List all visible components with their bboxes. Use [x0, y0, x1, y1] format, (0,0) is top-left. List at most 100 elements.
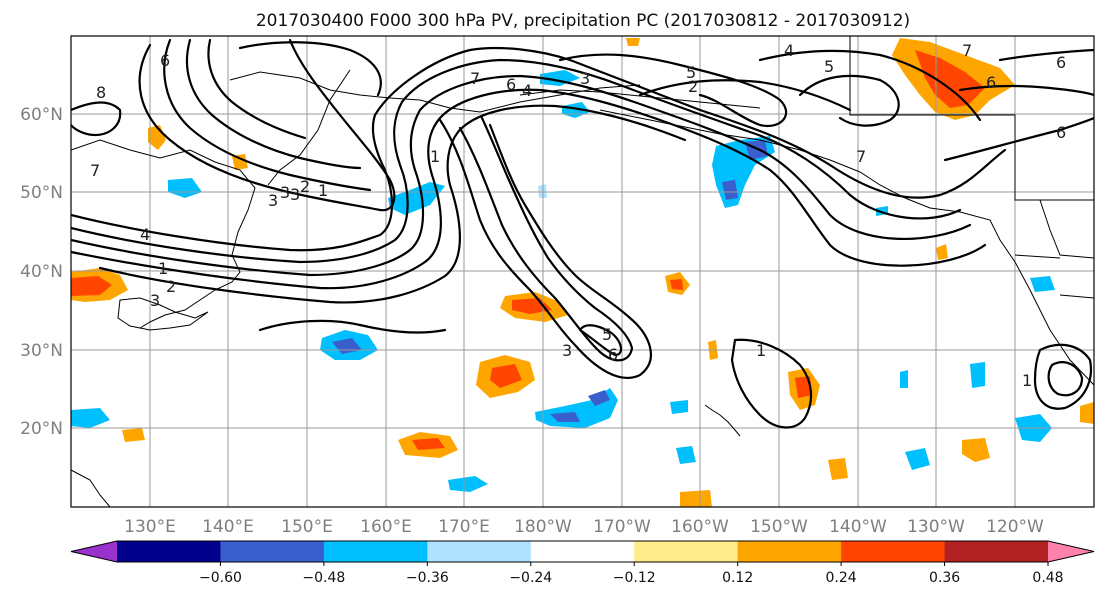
lat-label: 30°N	[20, 341, 63, 361]
precip-neg-16	[900, 370, 908, 388]
contour-label: 1	[756, 341, 766, 360]
contour-labels: 6 8 7 4 2 3 1 3 3 2 1 3 7 6 4 3 2 5 7 4	[90, 41, 1066, 390]
contour-19	[958, 84, 1094, 97]
lon-label: 130°E	[124, 517, 176, 537]
colorbar-tick-label: 0.36	[929, 570, 960, 586]
coast-japan	[117, 297, 209, 331]
contour-label: 7	[856, 147, 866, 166]
precip-pos-10	[232, 154, 248, 170]
precip-pos-5-core	[670, 279, 683, 290]
precip-pos-4-core	[795, 376, 812, 398]
contour-label: 3	[290, 185, 300, 204]
pv-contours	[71, 38, 1094, 429]
contour-label: 1	[430, 147, 440, 166]
precip-pos-7	[962, 438, 990, 462]
contour-24	[71, 101, 122, 137]
contour-18	[943, 116, 1094, 162]
precip-neg-1-core	[550, 412, 580, 422]
contour-21	[730, 338, 813, 429]
coast-philippines	[71, 469, 111, 507]
precip-pos-11	[122, 428, 145, 442]
precip-neg-4-core	[722, 180, 738, 200]
lon-label: 150°E	[281, 517, 333, 537]
contour-label: 3	[268, 191, 278, 210]
precip-pos-3-core	[412, 438, 445, 450]
lon-label: 120°W	[986, 517, 1044, 537]
colorbar-box	[841, 541, 946, 562]
contour-label: 7	[470, 69, 480, 88]
colorbar-extend-min	[71, 541, 117, 562]
precip-pos-japan-core	[71, 276, 112, 296]
precip-neg-11	[1030, 276, 1055, 292]
precip-pos-14	[626, 38, 640, 46]
precip-pos-6	[680, 490, 712, 507]
coast-usa-states	[1014, 199, 1094, 299]
colorbar-tick-label: 0.24	[826, 570, 857, 586]
contour-label: 2	[300, 177, 310, 196]
contour-8	[578, 324, 623, 357]
lon-label: 180°W	[514, 517, 572, 537]
contour-4	[71, 88, 987, 290]
precip-neg-3	[388, 182, 445, 215]
contour-label: 1	[1022, 371, 1032, 390]
contour-label: 3	[280, 183, 290, 202]
contour-label: 5	[602, 325, 612, 344]
colorbar-tick-label: −0.12	[613, 570, 656, 586]
contour-20	[998, 48, 1094, 62]
precip-neg-13	[970, 362, 985, 388]
contour-7	[458, 116, 634, 362]
colorbar-tick-label: −0.36	[406, 570, 449, 586]
lat-label: 50°N	[20, 183, 63, 203]
colorbar-tick-label: 0.48	[1032, 570, 1063, 586]
precip-neg-15	[670, 400, 688, 414]
lon-label: 170°E	[438, 517, 490, 537]
contour-label: 6	[160, 51, 170, 70]
precip-pos-12	[1080, 402, 1094, 424]
contour-label: 6	[1056, 53, 1066, 72]
precip-neg-8	[71, 408, 110, 428]
colorbar-box	[944, 541, 1049, 562]
lat-label: 60°N	[20, 105, 63, 125]
lon-label: 140°W	[829, 517, 887, 537]
contour-label: 6	[1056, 123, 1066, 142]
colorbar: −0.60 −0.48 −0.36 −0.24 −0.12 0.12 0.24 0.36 0.4…	[70, 540, 1095, 586]
precip-pos-2-core	[490, 364, 522, 388]
precip-pos-1-core	[512, 298, 552, 314]
contour-label: 1	[318, 181, 328, 200]
colorbar-tick-label: −0.60	[199, 570, 242, 586]
colorbar-box	[427, 541, 532, 562]
longitude-labels: 130°E 140°E 150°E 160°E 170°E 180°W 170°…	[124, 517, 1044, 537]
contour-17	[798, 74, 900, 127]
lon-label: 140°E	[202, 517, 254, 537]
coast-canada-border	[849, 36, 1094, 201]
contour-9	[138, 38, 396, 212]
contour-label: 7	[90, 161, 100, 180]
lon-label: 160°W	[671, 517, 729, 537]
contour-1	[71, 46, 1007, 252]
contour-label: 2	[166, 277, 176, 296]
coast-asia	[71, 139, 256, 329]
contour-10	[163, 38, 372, 192]
contour-label: 6	[506, 75, 516, 94]
contour-label: 6	[986, 73, 996, 92]
lat-label: 40°N	[20, 262, 63, 282]
contour-11	[185, 38, 362, 170]
contour-16	[758, 49, 982, 122]
figure-title: 2017030400 F000 300 hPa PV, precipitatio…	[256, 11, 910, 31]
colorbar-outline	[70, 540, 1095, 563]
contour-23	[1047, 361, 1084, 397]
contour-15	[638, 79, 852, 112]
colorbar-box	[737, 541, 842, 562]
colorbar-tick-label: 0.12	[722, 570, 753, 586]
colorbar-tick-label: −0.24	[509, 570, 552, 586]
lon-label: 130°W	[907, 517, 965, 537]
contour-label: 5	[824, 57, 834, 76]
precip-neg-6	[540, 70, 580, 86]
contour-label: 4	[140, 225, 150, 244]
contour-label: 3	[562, 341, 572, 360]
colorbar-extend-max	[1048, 541, 1094, 562]
precip-shading	[71, 38, 1094, 507]
precip-neg-1b	[588, 390, 610, 406]
contour-label: 7	[962, 41, 972, 60]
contour-12	[207, 38, 307, 140]
